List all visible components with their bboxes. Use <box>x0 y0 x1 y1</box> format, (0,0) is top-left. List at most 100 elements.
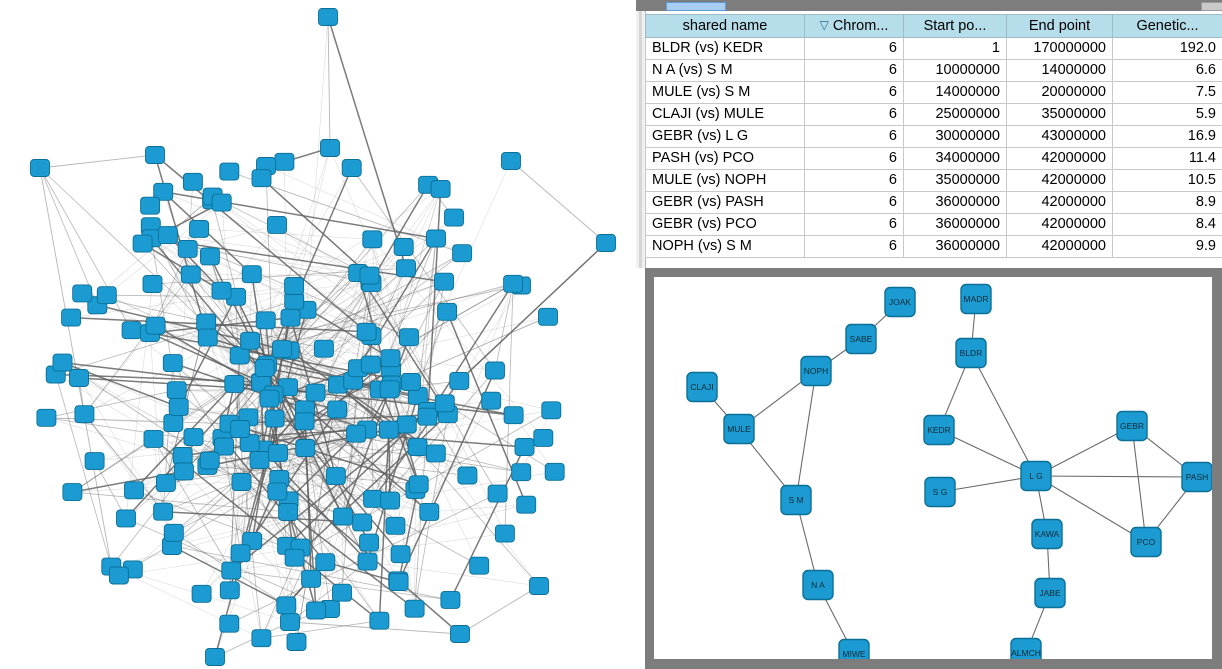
cell-chromosome[interactable]: 6 <box>804 191 904 214</box>
subnetwork-edge[interactable] <box>1035 475 1198 478</box>
subnetwork-node-madr[interactable]: MADR <box>960 283 992 315</box>
main-network-node[interactable] <box>272 340 293 359</box>
cell-start_point[interactable]: 30000000 <box>903 125 1007 148</box>
main-network-node[interactable] <box>191 584 212 603</box>
main-network-node[interactable] <box>153 502 174 521</box>
main-network-node[interactable] <box>199 451 220 470</box>
vertical-scrollbar[interactable] <box>639 11 642 268</box>
cell-end_point[interactable]: 42000000 <box>1006 147 1113 170</box>
table-row[interactable]: N A (vs) S M 6 10000000 14000000 6.6 <box>645 59 1222 82</box>
main-network-node[interactable] <box>379 380 400 399</box>
main-network-node[interactable] <box>533 428 554 447</box>
subnetwork-edge[interactable] <box>1035 425 1133 477</box>
subnetwork-edge[interactable] <box>795 370 817 501</box>
main-network-node[interactable] <box>173 462 194 481</box>
main-network-node[interactable] <box>280 308 301 327</box>
main-network-node[interactable] <box>72 284 93 303</box>
main-network-node[interactable] <box>426 229 446 248</box>
cell-start_point[interactable]: 36000000 <box>903 235 1007 258</box>
main-network-node[interactable] <box>278 503 299 521</box>
main-network-node[interactable] <box>294 412 315 431</box>
main-network-node[interactable] <box>541 401 562 420</box>
main-network-node[interactable] <box>444 208 464 227</box>
cell-end_point[interactable]: 42000000 <box>1006 235 1113 258</box>
main-network-node[interactable] <box>274 152 295 171</box>
cell-genetic[interactable]: 6.6 <box>1112 59 1222 82</box>
column-header-start-point[interactable]: Start po... <box>903 14 1007 38</box>
main-network-node[interactable] <box>380 491 401 510</box>
main-network-node[interactable] <box>469 556 490 575</box>
main-network-node[interactable] <box>434 394 455 413</box>
node-shape[interactable] <box>955 337 987 369</box>
main-network-node[interactable] <box>440 590 461 609</box>
main-network-node[interactable] <box>163 414 184 432</box>
subnetwork-node-gebr[interactable]: GEBR <box>1116 410 1148 442</box>
cell-end_point[interactable]: 170000000 <box>1006 37 1113 60</box>
cell-chromosome[interactable]: 6 <box>804 125 904 148</box>
main-network-node[interactable] <box>332 583 352 602</box>
cell-chromosome[interactable]: 6 <box>804 213 904 236</box>
main-network-node[interactable] <box>306 601 326 620</box>
main-network-node[interactable] <box>305 383 326 402</box>
cell-shared_name[interactable]: GEBR (vs) PASH <box>645 191 805 214</box>
node-shape[interactable] <box>1181 461 1212 493</box>
table-row[interactable]: NOPH (vs) S M 6 36000000 42000000 9.9 <box>645 235 1222 258</box>
main-network-node[interactable] <box>494 524 515 543</box>
main-network-node[interactable] <box>417 407 438 426</box>
cell-shared_name[interactable]: N A (vs) S M <box>645 59 805 82</box>
main-network-node[interactable] <box>390 545 411 564</box>
cell-genetic[interactable]: 9.9 <box>1112 235 1222 258</box>
subnetwork-node-pco[interactable]: PCO <box>1130 526 1162 558</box>
main-network-node[interactable] <box>359 533 380 552</box>
main-network-node[interactable] <box>211 281 232 300</box>
main-network-node[interactable] <box>230 420 251 438</box>
node-shape[interactable] <box>923 414 955 446</box>
main-network-node[interactable] <box>425 444 446 463</box>
horizontal-scrollbar-thumb[interactable] <box>666 2 726 11</box>
node-shape[interactable] <box>960 283 992 315</box>
main-network-node[interactable] <box>357 552 378 571</box>
main-network-node[interactable] <box>221 561 242 580</box>
cell-genetic[interactable]: 16.9 <box>1112 125 1222 148</box>
main-network-node[interactable] <box>180 265 201 284</box>
main-network-node[interactable] <box>388 573 409 592</box>
main-network-node[interactable] <box>286 633 307 651</box>
table-row[interactable]: MULE (vs) NOPH 6 35000000 42000000 10.5 <box>645 169 1222 192</box>
main-network-node[interactable] <box>145 146 165 164</box>
cell-genetic[interactable]: 7.5 <box>1112 81 1222 104</box>
main-network-node[interactable] <box>404 599 425 618</box>
main-network-node[interactable] <box>393 238 414 256</box>
main-network-node[interactable] <box>145 316 166 335</box>
node-shape[interactable] <box>802 569 834 601</box>
main-network-node[interactable] <box>172 447 193 465</box>
main-network-node[interactable] <box>396 259 416 278</box>
main-network-node[interactable] <box>69 369 89 387</box>
main-network-node[interactable] <box>284 277 305 295</box>
main-network-node[interactable] <box>380 349 401 368</box>
column-header-chromosome[interactable]: ▽ Chrom... <box>804 14 904 38</box>
subnetwork-node-jabe[interactable]: JABE <box>1034 577 1066 609</box>
main-network-node[interactable] <box>74 405 95 424</box>
main-network-node[interactable] <box>362 230 383 249</box>
main-network-node[interactable] <box>385 516 406 535</box>
cell-end_point[interactable]: 43000000 <box>1006 125 1113 148</box>
main-network-node[interactable] <box>516 495 537 514</box>
node-shape[interactable] <box>924 476 956 508</box>
cell-start_point[interactable]: 36000000 <box>903 191 1007 214</box>
table-row[interactable]: GEBR (vs) L G 6 30000000 43000000 16.9 <box>645 125 1222 148</box>
main-network-node[interactable] <box>295 439 316 457</box>
main-network-view[interactable] <box>0 0 636 669</box>
main-network-node[interactable] <box>503 406 524 425</box>
main-network-node[interactable] <box>143 429 164 448</box>
main-network-node[interactable] <box>359 266 380 285</box>
horizontal-scrollbar[interactable] <box>636 0 1222 11</box>
node-shape[interactable] <box>1010 637 1042 660</box>
table-row[interactable]: CLAJI (vs) MULE 6 25000000 35000000 5.9 <box>645 103 1222 126</box>
main-network-node[interactable] <box>325 467 346 486</box>
cell-end_point[interactable]: 14000000 <box>1006 59 1113 82</box>
main-network-node[interactable] <box>378 420 399 439</box>
main-network-node[interactable] <box>155 474 176 493</box>
main-network-node[interactable] <box>231 473 252 491</box>
main-network-node[interactable] <box>219 614 240 633</box>
main-network-node[interactable] <box>240 331 261 350</box>
